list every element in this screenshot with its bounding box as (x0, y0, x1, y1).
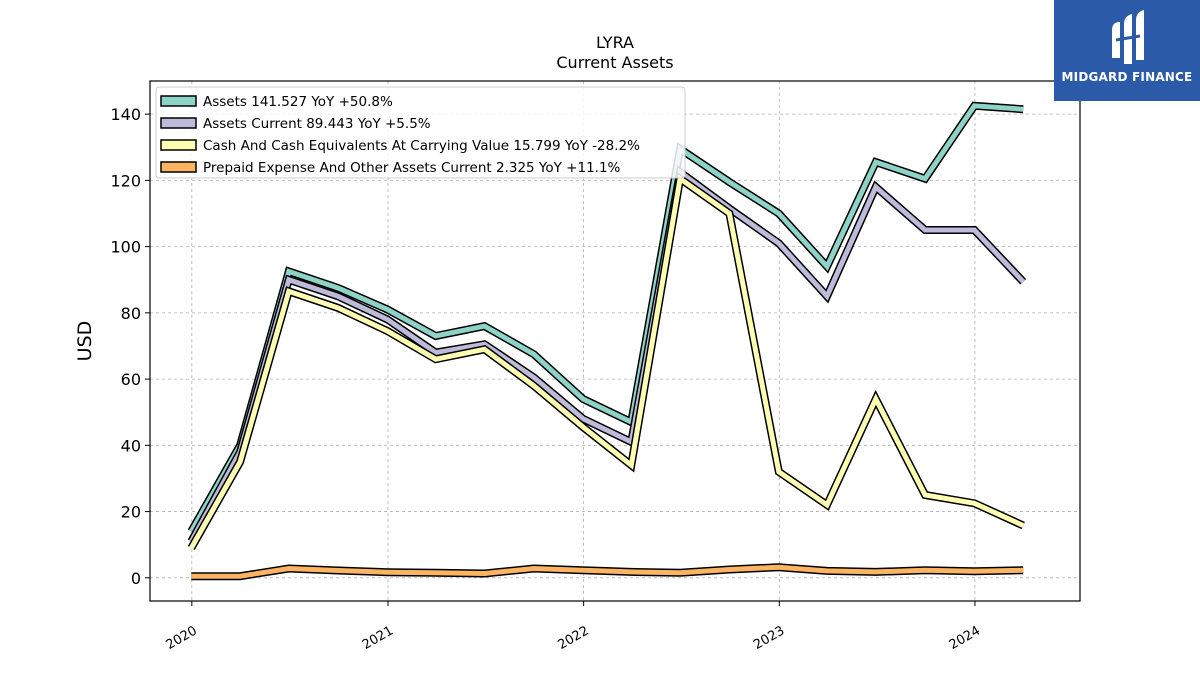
x-tick-label: 2021 (360, 623, 396, 653)
y-tick-label: 20 (121, 503, 141, 522)
legend-label: Assets 141.527 YoY +50.8% (203, 94, 393, 110)
series-line-outline (187, 171, 1025, 550)
y-axis: 0 20 40 60 80 100 120 140 (110, 105, 150, 588)
series-1 (187, 101, 1024, 534)
legend-swatch (160, 117, 197, 129)
series-line (191, 564, 1024, 579)
legend-item: Prepaid Expense And Other Assets Current… (160, 160, 621, 176)
brand-mark-icon (1112, 10, 1144, 64)
legend: Assets 141.527 YoY +50.8% Assets Current … (155, 86, 686, 179)
y-tick-label: 140 (110, 105, 141, 124)
brand-logo: MIDGARD FINANCE (1054, 0, 1200, 101)
series-lines (187, 101, 1027, 581)
legend-label: Assets Current 89.443 YoY +5.5% (203, 116, 431, 132)
legend-swatch (160, 95, 197, 107)
legend-item: Cash And Cash Equivalents At Carrying Va… (160, 138, 640, 154)
x-tick-label: 2023 (751, 623, 787, 653)
x-tick-label: 2024 (947, 623, 983, 653)
y-tick-label: 0 (131, 569, 141, 588)
y-tick-label: 40 (121, 436, 141, 455)
series-line (189, 167, 1026, 543)
legend-swatch (160, 139, 197, 151)
brand-name: MIDGARD FINANCE (1061, 70, 1193, 84)
x-tick-label: 2022 (555, 623, 591, 653)
x-axis: 2020 2021 2022 2023 2024 (164, 601, 983, 653)
chart-subtitle: Current Assets (556, 53, 673, 72)
legend-swatch (160, 161, 197, 173)
legend-item: Assets Current 89.443 YoY +5.5% (160, 116, 431, 132)
y-tick-label: 120 (110, 171, 141, 190)
series-line-outline (187, 165, 1027, 544)
plot-frame (149, 80, 1081, 602)
x-tick-label: 2020 (164, 623, 200, 653)
y-tick-label: 80 (121, 304, 141, 323)
series-line (189, 174, 1025, 550)
series-line (189, 103, 1024, 533)
legend-label: Cash And Cash Equivalents At Carrying Va… (203, 138, 640, 154)
series-2 (187, 165, 1027, 544)
series-3 (187, 171, 1025, 550)
legend-item: Assets 141.527 YoY +50.8% (160, 94, 393, 110)
y-tick-label: 60 (121, 370, 141, 389)
chart-title: LYRA (596, 33, 634, 52)
series-4 (191, 563, 1024, 581)
y-tick-label: 100 (110, 238, 141, 257)
legend-label: Prepaid Expense And Other Assets Current… (203, 160, 621, 176)
y-axis-label: USD (74, 321, 96, 362)
legend-box (155, 86, 686, 179)
